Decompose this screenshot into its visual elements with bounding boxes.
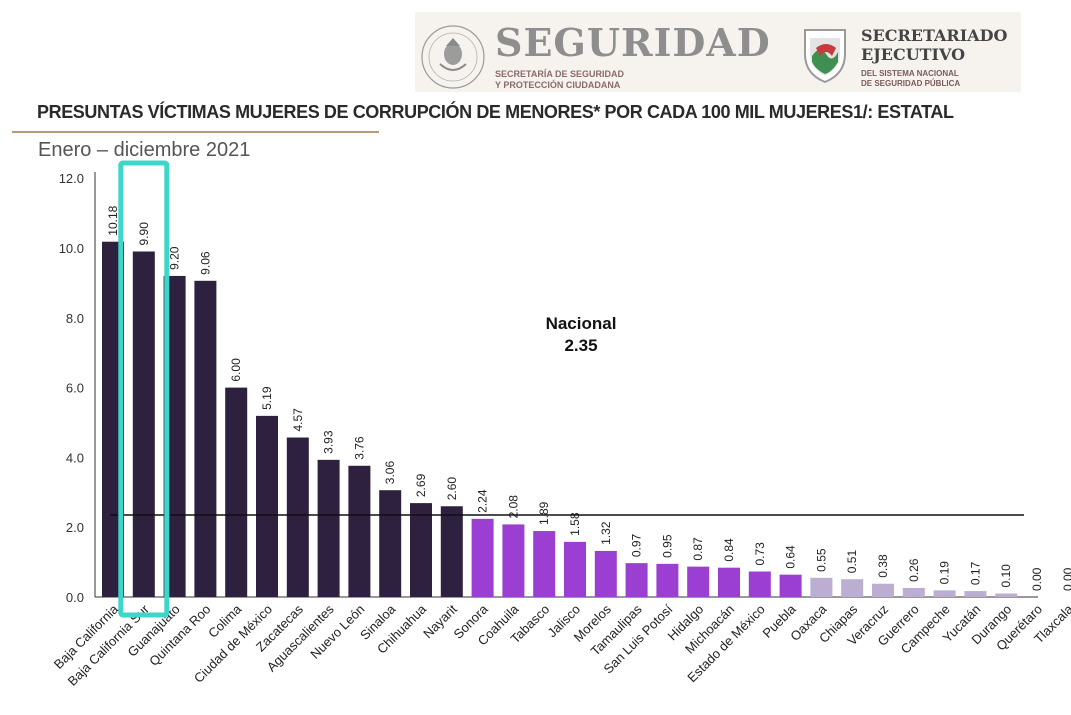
seguridad-title: SEGURIDAD: [495, 20, 771, 65]
data-label: 2.08: [506, 495, 520, 519]
chart-subtitle: Enero – diciembre 2021: [38, 139, 251, 161]
national-value-label: 2.35: [564, 336, 597, 355]
data-label: 0.64: [784, 545, 798, 569]
data-label: 9.90: [137, 222, 151, 246]
data-label: 0.97: [630, 533, 644, 557]
bar: [656, 563, 679, 597]
bar: [440, 506, 463, 597]
data-label: 1.89: [537, 501, 551, 525]
y-tick-label: 0.0: [66, 590, 84, 605]
bar: [933, 590, 956, 597]
data-label: 0.51: [845, 550, 859, 574]
bar: [533, 531, 556, 597]
bar: [317, 459, 340, 597]
y-tick-label: 6.0: [66, 381, 84, 396]
data-label: 3.06: [383, 461, 397, 485]
y-tick-label: 8.0: [66, 311, 84, 326]
bar: [718, 567, 740, 597]
bar: [471, 518, 494, 597]
data-label: 0.38: [876, 554, 890, 578]
data-label: 2.60: [445, 477, 459, 501]
bar: [379, 490, 402, 597]
bar: [902, 587, 925, 597]
data-label: 6.00: [229, 358, 243, 382]
data-label: 2.69: [414, 473, 428, 497]
data-label: 0.95: [660, 534, 674, 558]
data-label: 10.18: [106, 205, 120, 235]
data-label: 1.32: [599, 521, 613, 545]
header-band: [415, 12, 1021, 92]
bar: [748, 571, 771, 597]
national-label: Nacional: [546, 314, 617, 333]
data-label: 5.19: [260, 386, 274, 410]
title-divider: [12, 131, 379, 133]
bar: [779, 574, 802, 597]
bar: [964, 591, 987, 597]
bar: [564, 541, 586, 597]
data-label: 1.58: [568, 512, 582, 536]
data-label: 0.19: [938, 561, 952, 585]
data-label: 0.73: [753, 542, 767, 566]
bar: [348, 465, 371, 597]
bar: [410, 503, 432, 597]
data-label: 9.20: [168, 246, 182, 270]
y-tick-label: 4.0: [66, 450, 84, 465]
data-label: 0.00: [1061, 567, 1071, 591]
data-label: 4.57: [291, 408, 305, 432]
sesnsp-title: SECRETARIADO EJECUTIVO: [861, 26, 1008, 64]
national-seal-icon: [421, 25, 485, 89]
data-label: 0.26: [907, 558, 921, 582]
bar: [872, 583, 894, 597]
seguridad-subtitle: SECRETARÍA DE SEGURIDAD Y PROTECCIÓN CIU…: [495, 69, 625, 90]
bar: [687, 566, 710, 597]
bar: [194, 280, 217, 597]
data-label: 2.24: [476, 489, 490, 513]
data-label: 0.84: [722, 538, 736, 562]
data-label: 3.76: [352, 436, 366, 460]
data-label: 0.87: [691, 537, 705, 561]
data-label: 0.55: [814, 548, 828, 572]
bar: [594, 550, 617, 597]
bar: [810, 577, 833, 597]
y-tick-label: 10.0: [59, 241, 84, 256]
data-label: 0.17: [968, 561, 982, 585]
bar: [995, 593, 1018, 597]
sesnsp-shield-icon: [804, 29, 846, 84]
data-label: 0.00: [1030, 567, 1044, 591]
bar: [132, 251, 155, 598]
y-tick-label: 2.0: [66, 520, 84, 535]
bar: [502, 524, 525, 597]
data-label: 0.10: [999, 564, 1013, 588]
bar: [256, 415, 278, 597]
chart-title: PRESUNTAS VÍCTIMAS MUJERES DE CORRUPCIÓN…: [37, 102, 954, 122]
bar: [286, 437, 309, 597]
y-tick-label: 12.0: [59, 171, 84, 186]
sesnsp-subtitle: DEL SISTEMA NACIONAL DE SEGURIDAD PÚBLIC…: [861, 69, 961, 88]
highlight-box: [118, 160, 170, 618]
bar: [225, 387, 248, 597]
bar: [625, 563, 648, 597]
bar: [841, 579, 864, 597]
data-label: 9.06: [198, 251, 212, 275]
data-label: 3.93: [322, 430, 336, 454]
